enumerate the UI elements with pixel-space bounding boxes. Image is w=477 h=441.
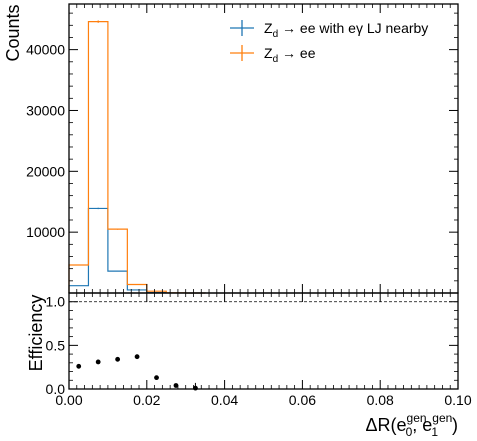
efficiency-xlabel: ΔR(egen 0, egen 1) <box>366 411 458 439</box>
efficiency-panel: 0.0 0.5 1.0 0.00 0.02 0.04 0.06 0.08 0.10 Efficie… <box>26 292 472 439</box>
histogram-ytick-label: 10000 <box>26 224 65 240</box>
efficiency-xtick-label: 0.10 <box>444 392 471 408</box>
efficiency-ytick-label: 0.0 <box>46 381 66 397</box>
efficiency-ylabel: Efficiency <box>26 295 46 372</box>
histogram-series-1 <box>68 21 206 294</box>
legend-label-0: Zd → ee with eγ LJ nearby <box>264 20 428 40</box>
histogram-ytick-label: 20000 <box>26 163 65 179</box>
efficiency-xtick-label: 0.08 <box>367 392 394 408</box>
efficiency-xtick-label: 0.06 <box>289 392 316 408</box>
efficiency-ytick-label: 1.0 <box>46 294 66 310</box>
efficiency-point-4 <box>154 375 159 381</box>
efficiency-point-5 <box>173 383 179 388</box>
histogram-series-0 <box>68 207 206 294</box>
efficiency-frame <box>68 292 459 390</box>
efficiency-xtick-label: 0.02 <box>133 392 160 408</box>
efficiency-point-0 <box>76 363 82 369</box>
histogram-ytick-label: 30000 <box>26 102 65 118</box>
efficiency-point-1 <box>95 359 101 365</box>
efficiency-ytick-label: 0.5 <box>46 337 66 353</box>
efficiency-xtick-label: 0.04 <box>211 392 238 408</box>
efficiency-xtick-label: 0.00 <box>55 392 82 408</box>
histogram-ylabel: Counts <box>3 4 23 61</box>
histogram-ytick-label: 40000 <box>26 42 65 58</box>
efficiency-point-2 <box>115 356 121 362</box>
efficiency-point-3 <box>134 354 140 360</box>
legend-label-1: Zd → ee <box>264 45 316 65</box>
